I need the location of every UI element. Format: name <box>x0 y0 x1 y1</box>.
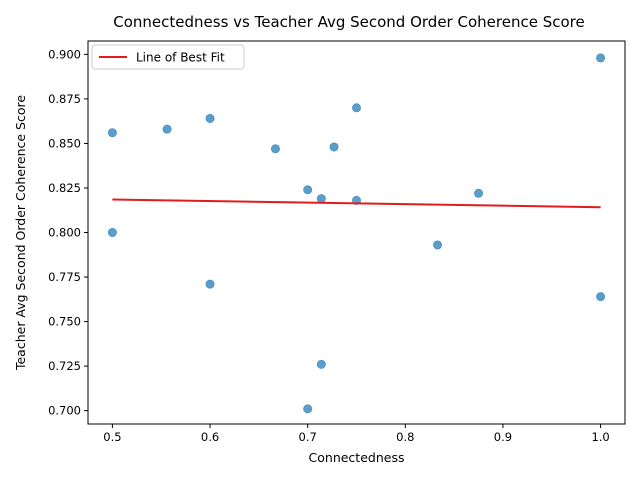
y-axis-label: Teacher Avg Second Order Coherence Score <box>13 95 28 371</box>
data-point <box>433 240 443 250</box>
legend-label: Line of Best Fit <box>136 51 225 65</box>
data-point <box>303 185 313 195</box>
chart-title: Connectedness vs Teacher Avg Second Orde… <box>113 13 584 31</box>
axes-frame <box>87 40 626 425</box>
data-point <box>329 142 339 152</box>
data-point <box>316 359 326 369</box>
y-tick-label: 0.750 <box>48 315 81 329</box>
data-point <box>205 279 215 289</box>
y-tick-label: 0.875 <box>48 92 81 106</box>
y-axis-ticks: 0.700 0.725 0.750 0.775 0.800 0.825 0.850 0.875… <box>48 47 88 418</box>
data-point <box>162 124 172 134</box>
data-point <box>596 292 606 302</box>
x-tick-label: 0.8 <box>396 430 414 444</box>
y-tick-label: 0.850 <box>48 136 81 150</box>
data-point <box>107 228 117 238</box>
data-point <box>316 194 326 204</box>
data-points <box>107 53 606 414</box>
x-axis-ticks: 0.5 0.6 0.7 0.8 0.9 1.0 <box>103 424 610 444</box>
data-point <box>270 144 280 154</box>
x-tick-label: 0.6 <box>201 430 219 444</box>
data-point <box>474 188 484 198</box>
y-tick-label: 0.700 <box>48 404 81 418</box>
y-tick-label: 0.725 <box>48 359 81 373</box>
y-tick-label: 0.900 <box>48 47 81 61</box>
legend-box <box>91 44 245 70</box>
x-axis-label: Connectedness <box>309 450 405 465</box>
data-point <box>351 103 361 113</box>
data-point <box>303 404 313 414</box>
x-tick-label: 1.0 <box>591 430 609 444</box>
legend: Line of Best Fit <box>91 44 245 70</box>
fit-line <box>112 198 601 209</box>
y-tick-label: 0.800 <box>48 226 81 240</box>
x-tick-label: 0.9 <box>494 430 512 444</box>
data-point <box>107 128 117 138</box>
fit-line-group <box>112 198 601 209</box>
x-tick-label: 0.7 <box>299 430 317 444</box>
data-point <box>205 113 215 123</box>
data-point <box>596 53 606 63</box>
y-tick-label: 0.775 <box>48 270 81 284</box>
y-tick-label: 0.825 <box>48 181 81 195</box>
x-tick-label: 0.5 <box>103 430 121 444</box>
